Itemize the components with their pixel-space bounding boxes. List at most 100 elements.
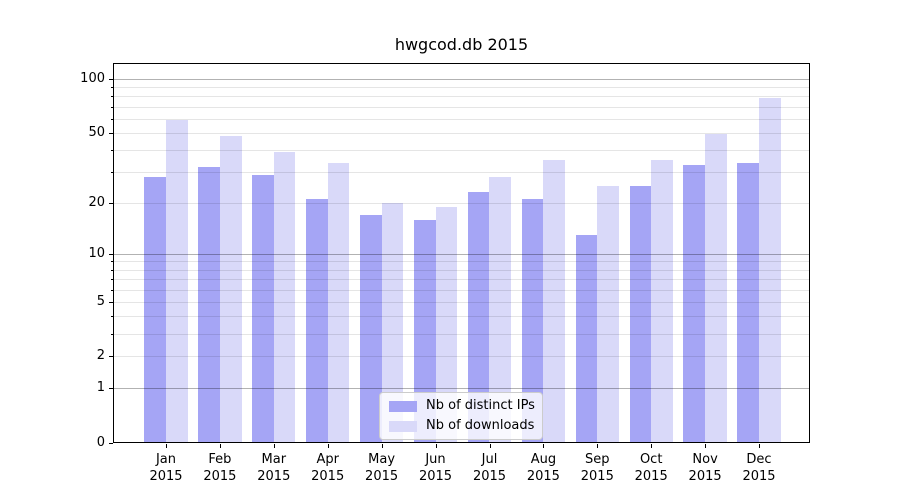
x-tick-mark (381, 444, 383, 448)
y-minor-tick-mark (111, 202, 113, 204)
y-tick-label: 2 (96, 348, 105, 364)
x-tick-mark (327, 444, 329, 448)
bar-nb-of-downloads-dec (758, 98, 781, 443)
bar-nb-of-distinct-ips-nov (683, 164, 706, 443)
y-minor-tick-mark (111, 261, 113, 263)
y-minor-tick-mark (111, 172, 113, 174)
x-tick-year: 2015 (311, 469, 345, 484)
minor-gridline (113, 118, 810, 120)
x-tick-mark (489, 444, 491, 448)
y-minor-tick-mark (111, 301, 113, 303)
x-tick-month: Jun (425, 452, 446, 467)
x-tick-year: 2015 (472, 469, 507, 484)
minor-gridline (113, 333, 810, 335)
bar-nb-of-distinct-ips-aug (521, 199, 544, 443)
legend-swatch-nb-of-downloads (389, 420, 417, 432)
minor-gridline (113, 172, 810, 174)
x-tick-month: Jan (155, 452, 177, 467)
bar-nb-of-downloads-sep (597, 186, 619, 443)
x-tick-month: Jul (481, 452, 498, 467)
y-minor-tick-mark (111, 333, 113, 335)
y-tick-label: 50 (88, 124, 105, 140)
minor-gridline (113, 150, 810, 152)
bar-nb-of-downloads-jun (435, 206, 458, 443)
x-tick-month: Feb (208, 452, 232, 467)
bar-nb-of-downloads-nov (705, 134, 727, 443)
x-tick-mark (166, 444, 167, 448)
bar-nb-of-downloads-jan (166, 120, 188, 443)
minor-gridline (113, 269, 810, 271)
y-minor-tick-mark (111, 132, 113, 134)
minor-gridline (113, 356, 810, 358)
y-tick-label: 1 (96, 380, 105, 396)
major-gridline (113, 253, 810, 255)
y-tick-mark (109, 388, 113, 390)
y-minor-tick-mark (111, 106, 113, 108)
x-tick-year: 2015 (526, 469, 560, 484)
legend-item-nb-of-distinct-ips: Nb of distinct IPs (389, 398, 535, 414)
minor-gridline (113, 106, 810, 108)
bar-nb-of-downloads-mar (273, 152, 296, 443)
x-tick-label-jun: Jun 2015 (404, 451, 468, 485)
legend-label-nb-of-downloads: Nb of downloads (426, 418, 535, 433)
minor-gridline (113, 87, 810, 89)
x-tick-month: Dec (746, 452, 772, 467)
bar-nb-of-distinct-ips-jul (467, 192, 490, 443)
bar-nb-of-distinct-ips-jun (413, 219, 436, 443)
x-tick-label-may: May 2015 (350, 451, 414, 485)
x-tick-label-nov: Nov 2015 (673, 451, 737, 485)
x-tick-month: Sep (585, 452, 610, 467)
x-tick-label-aug: Aug 2015 (511, 451, 575, 485)
minor-gridline (113, 96, 810, 98)
y-minor-tick-mark (111, 118, 113, 120)
x-tick-year: 2015 (418, 469, 453, 484)
minor-gridline (113, 202, 810, 204)
x-tick-month: Aug (530, 452, 557, 467)
x-tick-month: Apr (316, 452, 339, 467)
bar-nb-of-distinct-ips-jan (144, 177, 166, 443)
x-tick-mark (759, 444, 760, 448)
bar-nb-of-distinct-ips-sep (575, 234, 598, 443)
bar-nb-of-distinct-ips-apr (306, 199, 328, 443)
x-tick-label-jul: Jul 2015 (458, 451, 522, 485)
legend-label-nb-of-distinct-ips: Nb of distinct IPs (426, 398, 535, 413)
x-tick-year: 2015 (257, 469, 291, 484)
x-tick-year: 2015 (203, 469, 237, 484)
x-tick-mark (219, 444, 221, 448)
major-gridline (113, 388, 810, 390)
x-tick-label-sep: Sep 2015 (565, 451, 629, 485)
x-tick-year: 2015 (634, 469, 668, 484)
minor-gridline (113, 261, 810, 263)
bar-nb-of-downloads-oct (651, 160, 673, 443)
y-tick-label: 0 (96, 435, 105, 450)
minor-gridline (113, 279, 810, 280)
bar-nb-of-distinct-ips-dec (737, 162, 759, 443)
x-tick-month: Mar (261, 452, 287, 467)
minor-gridline (113, 132, 810, 134)
x-tick-mark (273, 444, 275, 448)
plot-area: Nb of distinct IPs Nb of downloads (113, 63, 810, 443)
x-tick-label-dec: Dec 2015 (727, 451, 791, 485)
y-minor-tick-mark (111, 150, 113, 152)
bar-nb-of-downloads-aug (543, 160, 565, 443)
bar-nb-of-downloads-jul (489, 177, 512, 443)
minor-gridline (113, 301, 810, 303)
y-tick-mark (109, 79, 113, 80)
y-tick-label: 5 (96, 293, 105, 309)
x-tick-year: 2015 (149, 469, 183, 484)
x-tick-month: Nov (692, 452, 718, 467)
y-minor-tick-mark (111, 96, 113, 98)
x-tick-mark (705, 444, 707, 448)
x-tick-label-apr: Apr 2015 (296, 451, 360, 485)
y-minor-tick-mark (111, 269, 113, 271)
y-tick-label: 100 (80, 71, 105, 86)
x-tick-label-mar: Mar 2015 (242, 451, 306, 485)
chart-title: hwgcod.db 2015 (394, 35, 529, 54)
minor-gridline (113, 316, 810, 318)
legend-swatch-nb-of-distinct-ips (389, 400, 417, 412)
x-tick-label-jan: Jan 2015 (134, 451, 198, 485)
x-tick-mark (543, 444, 545, 448)
major-gridline (113, 79, 810, 80)
x-tick-mark (597, 444, 599, 448)
